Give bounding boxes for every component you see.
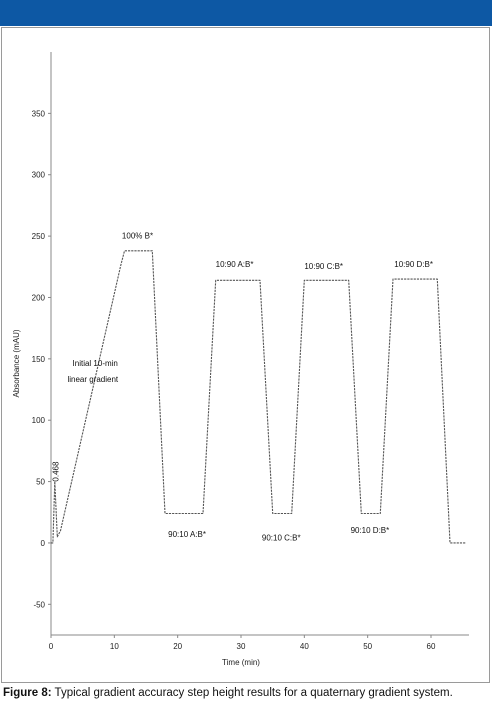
- y-tick-label: 350: [32, 109, 46, 118]
- x-tick-label: 40: [300, 642, 309, 651]
- figure-frame: [1, 27, 490, 683]
- y-tick-label: 0: [41, 539, 46, 548]
- y-tick-label: 100: [32, 416, 46, 425]
- chart-ticks: -50 0 50 100 150 200 250 300 350 0 10 20 30 40 50 60: [32, 109, 436, 651]
- y-tick-label: 300: [32, 171, 46, 180]
- chart-annotations: 0.468 100% B* Initial 10-min linear gradien…: [52, 232, 433, 543]
- y-tick-label: 50: [36, 478, 45, 487]
- annotation-label: 0.468: [52, 461, 61, 482]
- header-bar: [0, 0, 492, 26]
- chromatogram-chart: -50 0 50 100 150 200 250 300 350 0 10 20 30 40 50 60 0.…: [12, 52, 469, 667]
- annotation-label: 100% B*: [122, 232, 153, 241]
- caption-label: Figure 8:: [3, 687, 52, 699]
- chart-series: [51, 250, 466, 544]
- chart-axes: [50, 52, 469, 636]
- annotation-label: 10:90 C:B*: [304, 262, 343, 271]
- series-line: [51, 250, 466, 544]
- y-tick-label: 150: [32, 355, 46, 364]
- x-tick-label: 10: [110, 642, 119, 651]
- annotation-label: Initial 10-min: [73, 359, 118, 368]
- x-tick-label: 60: [427, 642, 436, 651]
- annotation-label: linear gradient: [67, 375, 118, 384]
- y-tick-label: 200: [32, 293, 46, 302]
- annotation-label: 90:10 D:B*: [351, 526, 390, 535]
- x-tick-label: 30: [237, 642, 246, 651]
- caption-text: Typical gradient accuracy step height re…: [51, 687, 453, 699]
- y-axis-title: Absorbance (mAU): [12, 329, 21, 397]
- y-tick-label: -50: [33, 600, 45, 609]
- x-tick-label: 0: [49, 642, 54, 651]
- x-tick-label: 20: [173, 642, 182, 651]
- annotation-label: 90:10 C:B*: [262, 533, 301, 542]
- annotation-label: 10:90 A:B*: [216, 260, 254, 269]
- figure-caption: Figure 8: Typical gradient accuracy step…: [3, 687, 489, 700]
- y-tick-label: 250: [32, 232, 46, 241]
- annotation-label: 90:10 A:B*: [168, 530, 206, 539]
- x-axis-title: Time (min): [222, 658, 260, 667]
- annotation-label: 10:90 D:B*: [394, 260, 433, 269]
- x-tick-label: 50: [363, 642, 372, 651]
